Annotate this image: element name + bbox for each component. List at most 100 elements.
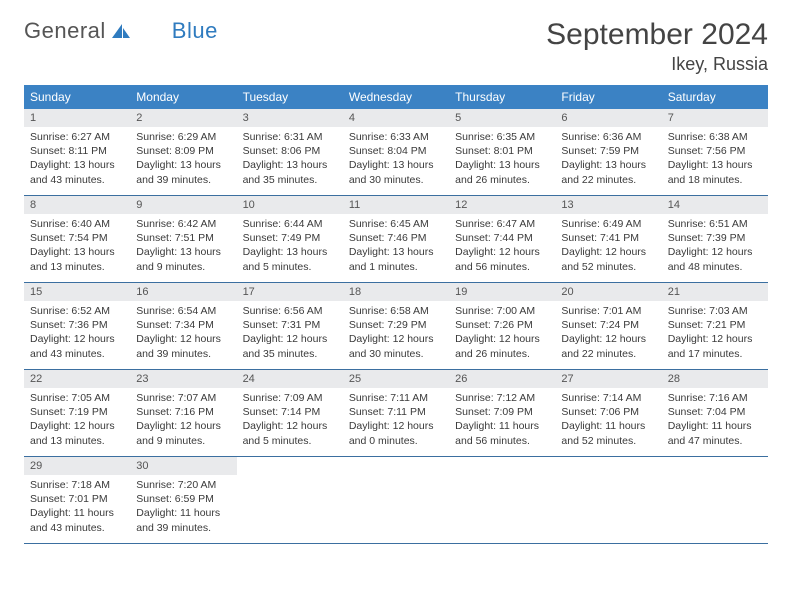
calendar-day: 5Sunrise: 6:35 AMSunset: 8:01 PMDaylight… [449,109,555,195]
day-number: 23 [130,370,236,388]
calendar-day: 17Sunrise: 6:56 AMSunset: 7:31 PMDayligh… [237,283,343,369]
day-details: Sunrise: 6:42 AMSunset: 7:51 PMDaylight:… [130,214,236,280]
calendar-week: 1Sunrise: 6:27 AMSunset: 8:11 PMDaylight… [24,109,768,196]
calendar-day-empty [662,457,768,543]
day-number: 6 [555,109,661,127]
calendar-day: 11Sunrise: 6:45 AMSunset: 7:46 PMDayligh… [343,196,449,282]
brand-word2: Blue [172,18,218,44]
day-number: 22 [24,370,130,388]
day-details: Sunrise: 6:44 AMSunset: 7:49 PMDaylight:… [237,214,343,280]
calendar-day-empty [237,457,343,543]
day-details: Sunrise: 6:58 AMSunset: 7:29 PMDaylight:… [343,301,449,367]
calendar-day: 15Sunrise: 6:52 AMSunset: 7:36 PMDayligh… [24,283,130,369]
day-number: 26 [449,370,555,388]
day-details: Sunrise: 7:00 AMSunset: 7:26 PMDaylight:… [449,301,555,367]
day-number: 8 [24,196,130,214]
day-number: 14 [662,196,768,214]
day-details: Sunrise: 7:01 AMSunset: 7:24 PMDaylight:… [555,301,661,367]
weekday-header-row: SundayMondayTuesdayWednesdayThursdayFrid… [24,85,768,109]
calendar-day: 10Sunrise: 6:44 AMSunset: 7:49 PMDayligh… [237,196,343,282]
day-details: Sunrise: 7:03 AMSunset: 7:21 PMDaylight:… [662,301,768,367]
calendar-day: 30Sunrise: 7:20 AMSunset: 6:59 PMDayligh… [130,457,236,543]
calendar-day: 9Sunrise: 6:42 AMSunset: 7:51 PMDaylight… [130,196,236,282]
weekday-header: Saturday [662,85,768,109]
day-number: 18 [343,283,449,301]
location: Ikey, Russia [546,54,768,75]
day-number: 10 [237,196,343,214]
calendar-week: 29Sunrise: 7:18 AMSunset: 7:01 PMDayligh… [24,457,768,544]
day-details: Sunrise: 7:12 AMSunset: 7:09 PMDaylight:… [449,388,555,454]
day-details: Sunrise: 6:27 AMSunset: 8:11 PMDaylight:… [24,127,130,193]
day-number: 3 [237,109,343,127]
day-number: 12 [449,196,555,214]
weekday-header: Thursday [449,85,555,109]
day-number: 9 [130,196,236,214]
calendar-week: 8Sunrise: 6:40 AMSunset: 7:54 PMDaylight… [24,196,768,283]
day-details: Sunrise: 6:47 AMSunset: 7:44 PMDaylight:… [449,214,555,280]
day-number: 25 [343,370,449,388]
calendar-day: 27Sunrise: 7:14 AMSunset: 7:06 PMDayligh… [555,370,661,456]
calendar: SundayMondayTuesdayWednesdayThursdayFrid… [24,85,768,544]
day-details: Sunrise: 6:40 AMSunset: 7:54 PMDaylight:… [24,214,130,280]
calendar-day: 14Sunrise: 6:51 AMSunset: 7:39 PMDayligh… [662,196,768,282]
day-number: 30 [130,457,236,475]
day-number: 4 [343,109,449,127]
calendar-day: 18Sunrise: 6:58 AMSunset: 7:29 PMDayligh… [343,283,449,369]
calendar-day: 3Sunrise: 6:31 AMSunset: 8:06 PMDaylight… [237,109,343,195]
day-details: Sunrise: 7:14 AMSunset: 7:06 PMDaylight:… [555,388,661,454]
day-details: Sunrise: 6:51 AMSunset: 7:39 PMDaylight:… [662,214,768,280]
day-number: 28 [662,370,768,388]
day-number: 2 [130,109,236,127]
day-number: 13 [555,196,661,214]
day-details: Sunrise: 6:56 AMSunset: 7:31 PMDaylight:… [237,301,343,367]
calendar-day: 24Sunrise: 7:09 AMSunset: 7:14 PMDayligh… [237,370,343,456]
day-details: Sunrise: 6:52 AMSunset: 7:36 PMDaylight:… [24,301,130,367]
day-number: 16 [130,283,236,301]
day-details: Sunrise: 6:29 AMSunset: 8:09 PMDaylight:… [130,127,236,193]
calendar-day-empty [555,457,661,543]
calendar-day: 19Sunrise: 7:00 AMSunset: 7:26 PMDayligh… [449,283,555,369]
day-details: Sunrise: 7:09 AMSunset: 7:14 PMDaylight:… [237,388,343,454]
calendar-day: 28Sunrise: 7:16 AMSunset: 7:04 PMDayligh… [662,370,768,456]
calendar-day-empty [449,457,555,543]
calendar-day: 23Sunrise: 7:07 AMSunset: 7:16 PMDayligh… [130,370,236,456]
day-number: 29 [24,457,130,475]
day-number: 7 [662,109,768,127]
day-number: 27 [555,370,661,388]
day-details: Sunrise: 7:18 AMSunset: 7:01 PMDaylight:… [24,475,130,541]
day-number: 11 [343,196,449,214]
day-details: Sunrise: 6:45 AMSunset: 7:46 PMDaylight:… [343,214,449,280]
calendar-day: 2Sunrise: 6:29 AMSunset: 8:09 PMDaylight… [130,109,236,195]
day-number: 5 [449,109,555,127]
weekday-header: Monday [130,85,236,109]
calendar-day: 16Sunrise: 6:54 AMSunset: 7:34 PMDayligh… [130,283,236,369]
weekday-header: Tuesday [237,85,343,109]
calendar-day: 26Sunrise: 7:12 AMSunset: 7:09 PMDayligh… [449,370,555,456]
calendar-week: 15Sunrise: 6:52 AMSunset: 7:36 PMDayligh… [24,283,768,370]
day-details: Sunrise: 6:35 AMSunset: 8:01 PMDaylight:… [449,127,555,193]
calendar-week: 22Sunrise: 7:05 AMSunset: 7:19 PMDayligh… [24,370,768,457]
calendar-day: 29Sunrise: 7:18 AMSunset: 7:01 PMDayligh… [24,457,130,543]
day-details: Sunrise: 6:38 AMSunset: 7:56 PMDaylight:… [662,127,768,193]
calendar-day: 21Sunrise: 7:03 AMSunset: 7:21 PMDayligh… [662,283,768,369]
calendar-day: 22Sunrise: 7:05 AMSunset: 7:19 PMDayligh… [24,370,130,456]
day-number: 1 [24,109,130,127]
title-block: September 2024 Ikey, Russia [546,18,768,75]
weekday-header: Sunday [24,85,130,109]
day-number: 15 [24,283,130,301]
day-details: Sunrise: 7:16 AMSunset: 7:04 PMDaylight:… [662,388,768,454]
sail-icon [110,22,132,40]
brand-logo: General Blue [24,18,218,44]
calendar-day: 20Sunrise: 7:01 AMSunset: 7:24 PMDayligh… [555,283,661,369]
calendar-day-empty [343,457,449,543]
calendar-day: 25Sunrise: 7:11 AMSunset: 7:11 PMDayligh… [343,370,449,456]
calendar-day: 1Sunrise: 6:27 AMSunset: 8:11 PMDaylight… [24,109,130,195]
day-details: Sunrise: 7:11 AMSunset: 7:11 PMDaylight:… [343,388,449,454]
day-details: Sunrise: 7:20 AMSunset: 6:59 PMDaylight:… [130,475,236,541]
day-number: 21 [662,283,768,301]
weekday-header: Friday [555,85,661,109]
calendar-day: 12Sunrise: 6:47 AMSunset: 7:44 PMDayligh… [449,196,555,282]
calendar-day: 13Sunrise: 6:49 AMSunset: 7:41 PMDayligh… [555,196,661,282]
day-details: Sunrise: 7:05 AMSunset: 7:19 PMDaylight:… [24,388,130,454]
day-number: 24 [237,370,343,388]
